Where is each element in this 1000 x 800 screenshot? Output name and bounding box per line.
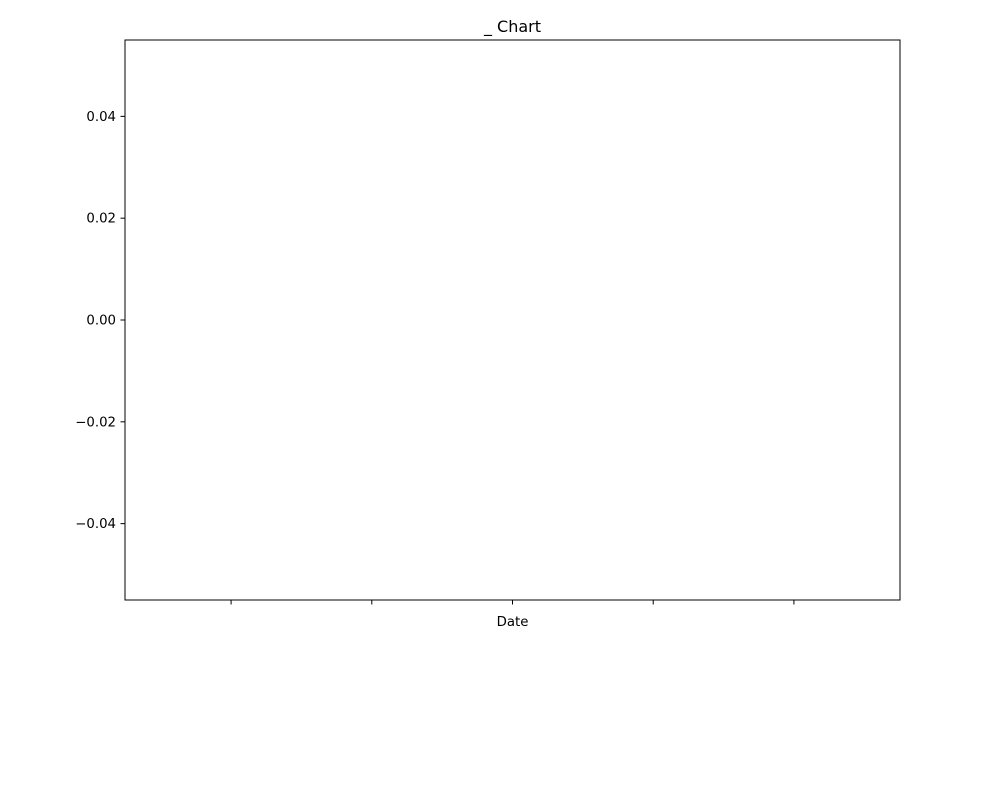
y-tick-label: −0.04 <box>75 517 116 532</box>
y-tick-label: 0.00 <box>86 314 116 329</box>
y-tick-label: 0.02 <box>86 212 116 227</box>
x-axis <box>230 600 795 605</box>
y-tick-label: −0.02 <box>75 415 116 430</box>
chart-title: _ Chart <box>483 17 541 37</box>
y-axis: −0.04 −0.02 0.00 0.02 0.04 <box>75 110 125 532</box>
x-axis-label: Date <box>497 615 529 630</box>
y-tick-label: 0.04 <box>86 110 116 125</box>
